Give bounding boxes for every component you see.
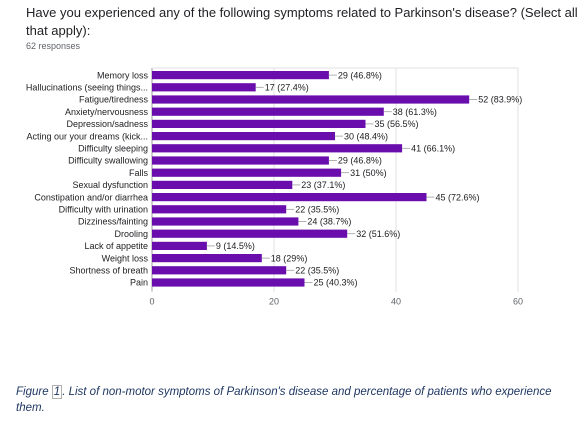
caption-text: . List of non-motor symptoms of Parkinso… (16, 386, 552, 414)
x-tick-label: 60 (513, 297, 523, 307)
category-label: Anxiety/nervousness (65, 107, 149, 117)
x-tick-label: 20 (269, 297, 279, 307)
category-label: Pain (130, 278, 148, 288)
data-label: 29 (46.8%) (338, 156, 382, 166)
category-label: Difficulty sleeping (78, 144, 148, 154)
category-label: Depression/sadness (66, 119, 148, 129)
data-label: 41 (66.1%) (411, 144, 455, 154)
bar (152, 229, 348, 238)
bar (152, 71, 329, 80)
data-label: 25 (40.3%) (314, 278, 358, 288)
category-label: Hallucinations (seeing things... (26, 83, 148, 93)
bar (152, 83, 256, 92)
bar (152, 180, 293, 189)
data-label: 29 (46.8%) (338, 70, 382, 80)
question-title: Have you experienced any of the followin… (26, 5, 578, 38)
data-label: 52 (83.9%) (478, 95, 522, 105)
bar (152, 278, 305, 287)
data-label: 24 (38.7%) (307, 217, 351, 227)
data-label: 38 (61.3%) (393, 107, 437, 117)
bar (152, 144, 403, 153)
x-tick-label: 40 (391, 297, 401, 307)
category-label: Constipation and/or diarrhea (34, 192, 148, 202)
data-label: 32 (51.6%) (356, 229, 400, 239)
category-label: Difficulty with urination (59, 205, 148, 215)
figure-number: 1 (51, 385, 63, 399)
bar (152, 132, 335, 141)
label-layer: 0 20 40 60 Memory loss 29 (46.8%) Hallucinatio… (26, 70, 523, 306)
bar-chart: 0 20 40 60 Memory loss 29 (46.8%) Hallucinatio… (26, 67, 523, 307)
category-label: Falls (129, 168, 149, 178)
category-label: Memory loss (97, 70, 149, 80)
bar (152, 193, 427, 202)
category-label: Acting our your dreams (kick... (26, 131, 148, 141)
data-label: 22 (35.5%) (295, 266, 339, 276)
figure-caption: Figure 1. List of non-motor symptoms of … (16, 384, 576, 416)
bar-layer (152, 71, 478, 287)
category-label: Fatigue/tiredness (79, 95, 149, 105)
caption-prefix: Figure (16, 386, 52, 398)
bar (152, 107, 384, 116)
response-count: 62 responses (26, 41, 81, 51)
bar (152, 168, 342, 177)
bar (152, 205, 287, 214)
data-label: 31 (50%) (350, 168, 387, 178)
category-label: Weight loss (102, 253, 149, 263)
category-label: Difficulty swallowing (68, 156, 148, 166)
data-label: 23 (37.1%) (301, 180, 345, 190)
category-label: Drooling (114, 229, 148, 239)
data-label: 9 (14.5%) (216, 241, 255, 251)
data-label: 17 (27.4%) (265, 83, 309, 93)
category-label: Shortness of breath (69, 266, 148, 276)
bar (152, 241, 207, 250)
category-label: Dizziness/fainting (78, 217, 148, 227)
data-label: 35 (56.5%) (375, 119, 419, 129)
category-label: Lack of appetite (84, 241, 148, 251)
bar (152, 156, 329, 165)
bar (152, 266, 287, 275)
category-label: Sexual dysfunction (72, 180, 148, 190)
data-label: 18 (29%) (271, 253, 308, 263)
bar (152, 95, 470, 104)
data-label: 30 (48.4%) (344, 131, 388, 141)
x-tick-label: 0 (149, 297, 154, 307)
data-label: 45 (72.6%) (436, 192, 480, 202)
bar (152, 217, 299, 226)
bar (152, 119, 366, 128)
bar (152, 254, 262, 263)
data-label: 22 (35.5%) (295, 205, 339, 215)
